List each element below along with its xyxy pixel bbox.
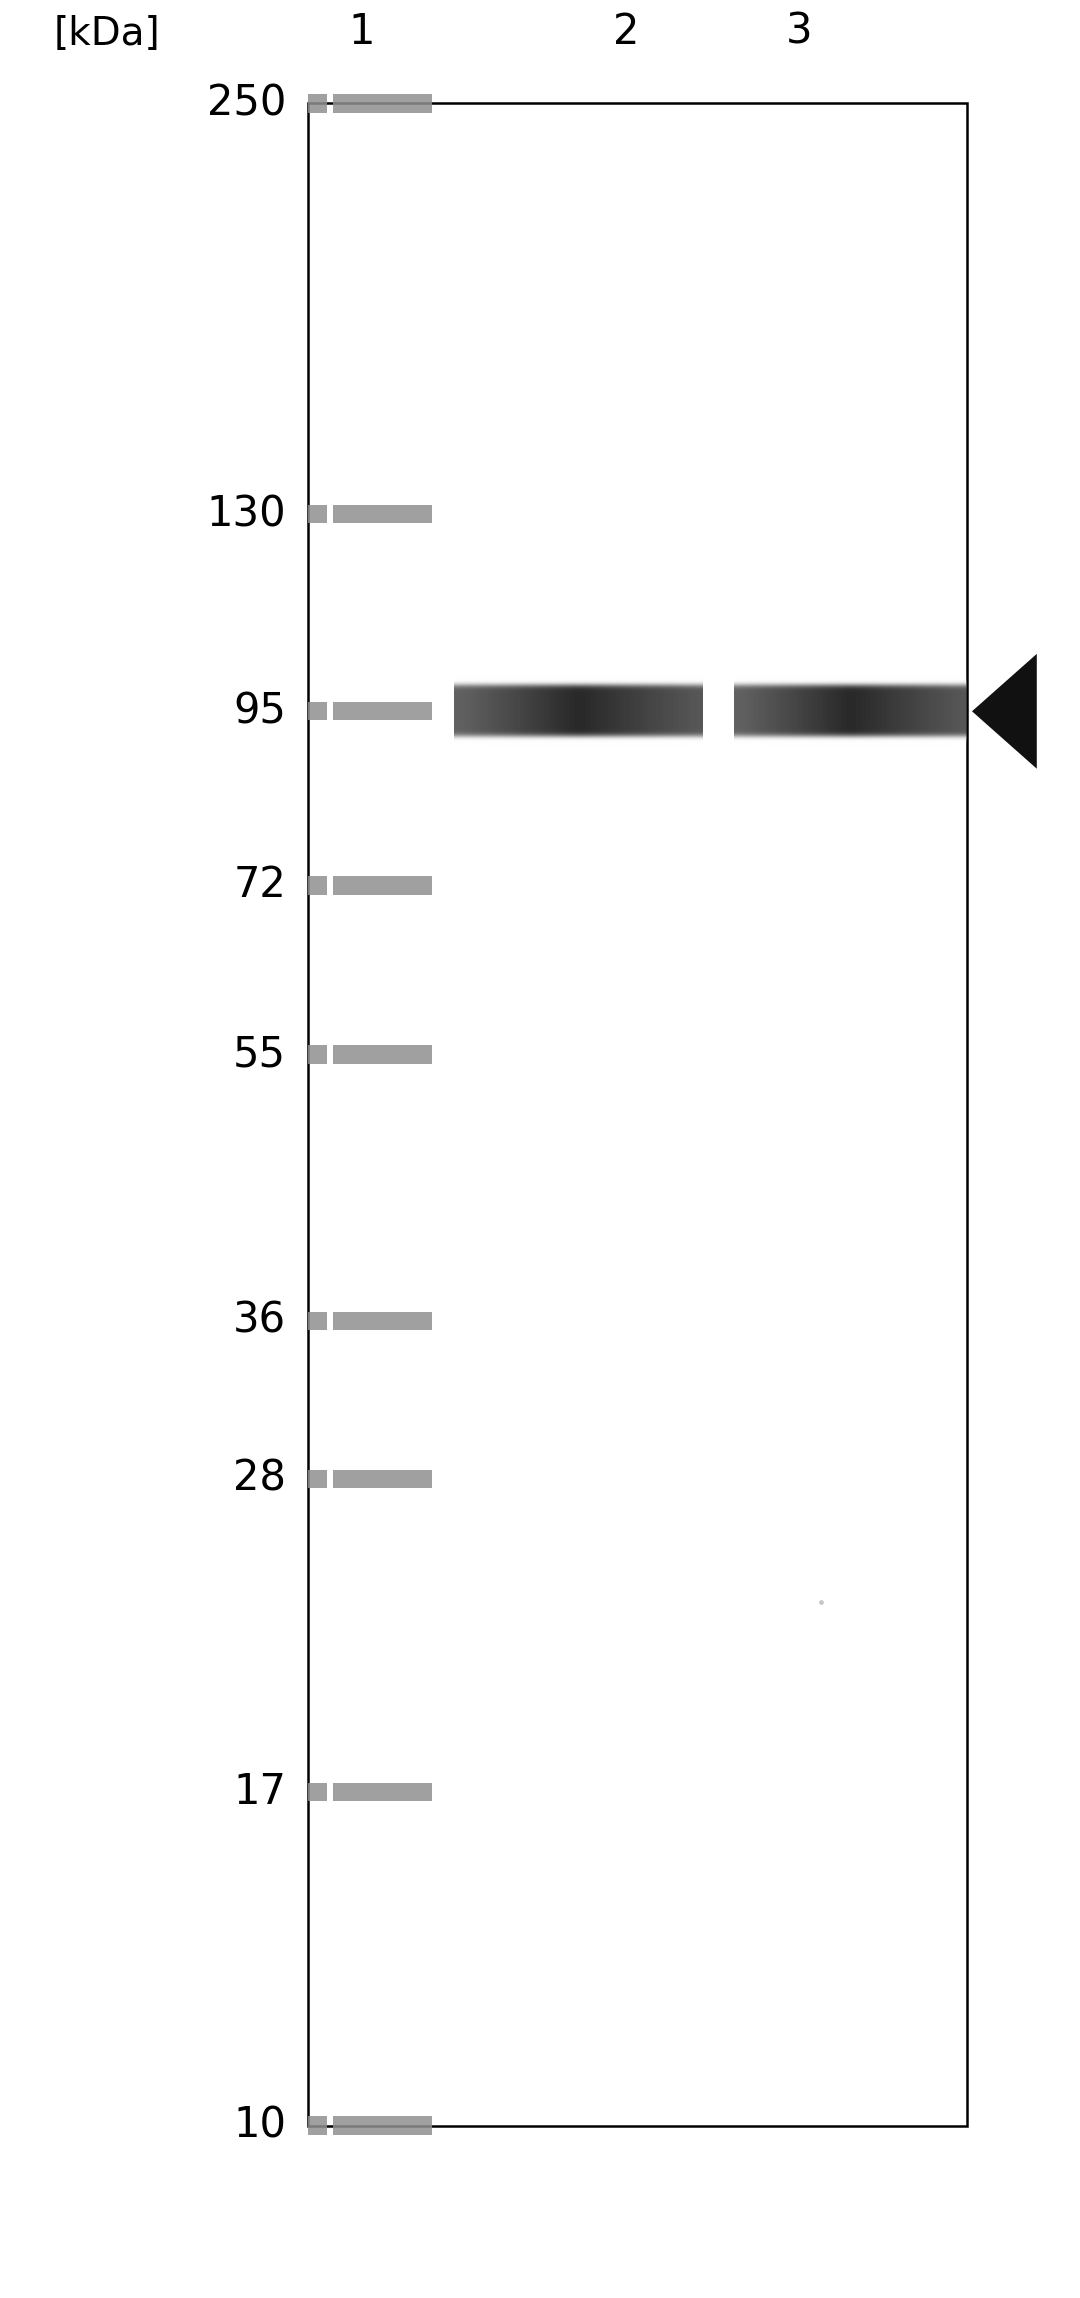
Bar — [308, 1312, 327, 1331]
Bar — [308, 94, 327, 113]
Bar — [308, 1471, 327, 1489]
Bar — [308, 2116, 327, 2135]
Text: 3: 3 — [786, 11, 812, 53]
Text: [kDa]: [kDa] — [54, 14, 161, 53]
Bar — [333, 876, 432, 894]
Bar — [333, 1046, 432, 1064]
Bar — [308, 506, 327, 524]
Text: 17: 17 — [233, 1772, 286, 1813]
Bar — [333, 2116, 432, 2135]
Polygon shape — [972, 655, 1037, 770]
Text: 95: 95 — [233, 689, 286, 733]
Bar — [333, 1471, 432, 1489]
Text: 130: 130 — [206, 494, 286, 535]
Text: 55: 55 — [233, 1034, 286, 1075]
Bar — [333, 1312, 432, 1331]
Text: 10: 10 — [233, 2105, 286, 2146]
Text: 2: 2 — [613, 11, 639, 53]
Bar — [333, 703, 432, 722]
Bar — [308, 876, 327, 894]
Text: 36: 36 — [233, 1301, 286, 1342]
Bar — [308, 1783, 327, 1802]
Bar — [333, 94, 432, 113]
Text: 250: 250 — [207, 83, 286, 124]
Bar — [308, 103, 967, 2126]
Text: 72: 72 — [233, 864, 286, 905]
Bar — [308, 703, 327, 722]
Bar — [308, 1046, 327, 1064]
Text: 28: 28 — [233, 1457, 286, 1501]
Text: 1: 1 — [349, 11, 375, 53]
Bar — [333, 506, 432, 524]
Bar — [333, 1783, 432, 1802]
